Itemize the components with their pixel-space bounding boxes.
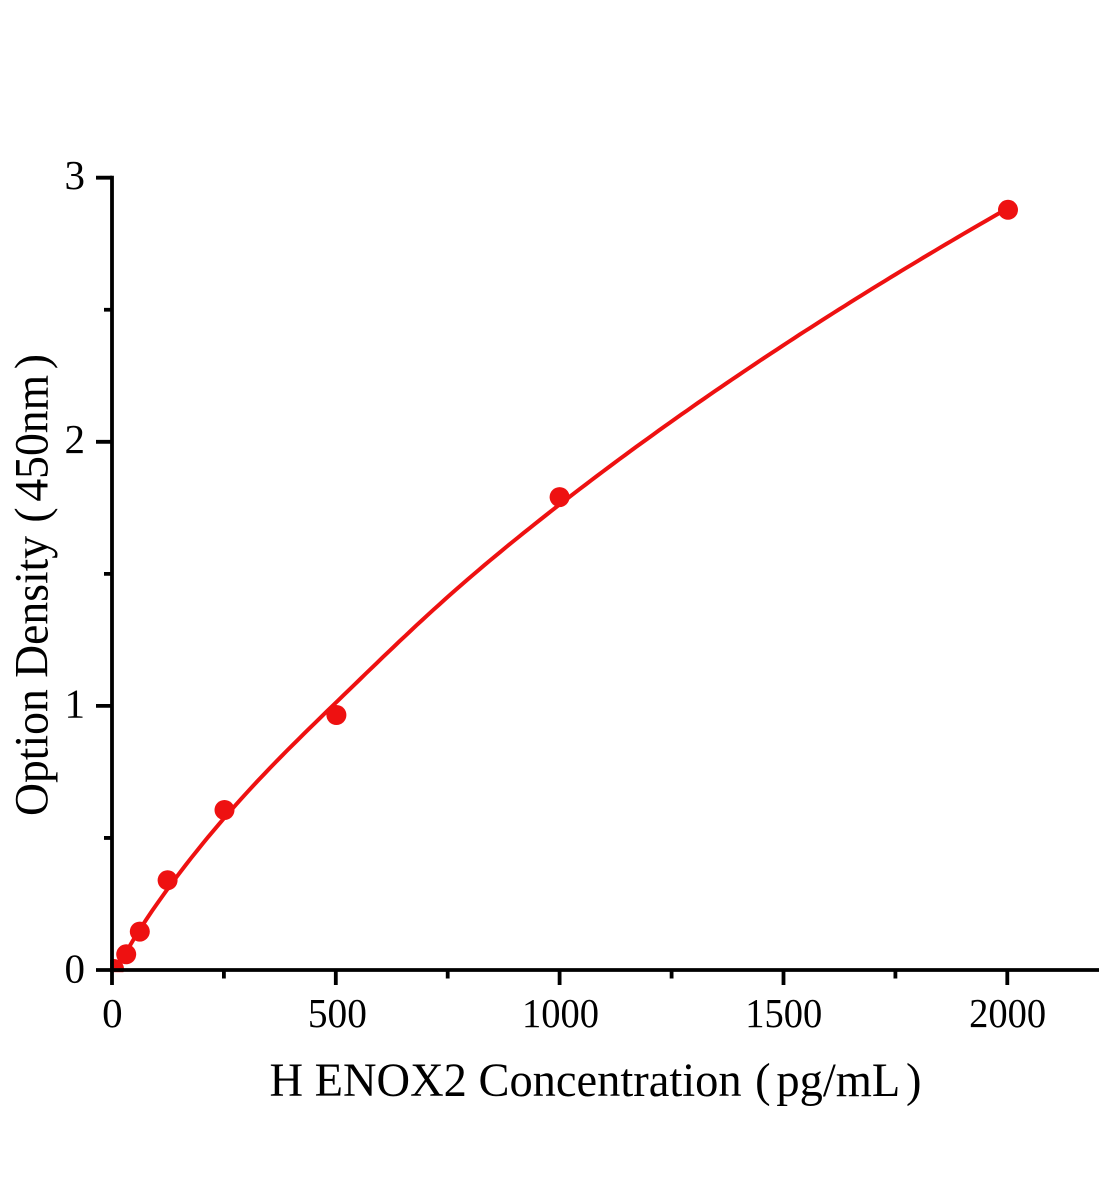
svg-text:2000: 2000 bbox=[969, 990, 1046, 1036]
svg-text:0: 0 bbox=[102, 990, 123, 1036]
svg-text:H ENOX2 Concentration(pg/mL): H ENOX2 Concentration(pg/mL) bbox=[270, 1054, 922, 1107]
svg-text:2: 2 bbox=[65, 416, 86, 462]
svg-text:1: 1 bbox=[65, 681, 86, 727]
svg-text:1000: 1000 bbox=[522, 990, 599, 1036]
svg-text:500: 500 bbox=[308, 990, 367, 1036]
svg-text:3: 3 bbox=[65, 152, 86, 198]
svg-text:1500: 1500 bbox=[745, 990, 822, 1036]
svg-text:0: 0 bbox=[65, 946, 86, 992]
svg-text:Option Density(450nm): Option Density(450nm) bbox=[6, 354, 59, 816]
